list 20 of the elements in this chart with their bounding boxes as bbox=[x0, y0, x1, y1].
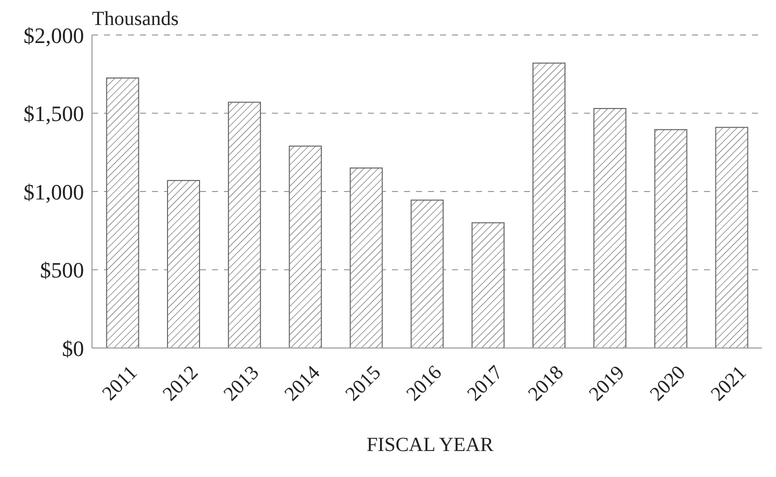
bar bbox=[106, 78, 140, 348]
y-tick-label: $2,000 bbox=[24, 22, 84, 48]
y-tick-label: $0 bbox=[62, 336, 84, 361]
x-tick-label: 2011 bbox=[98, 362, 142, 405]
bar bbox=[532, 62, 566, 348]
bar bbox=[410, 200, 444, 348]
x-axis-title: FISCAL YEAR bbox=[366, 434, 494, 457]
y-tick-label: $1,500 bbox=[24, 101, 84, 126]
bar bbox=[654, 129, 688, 348]
bar bbox=[472, 222, 505, 348]
bar bbox=[715, 126, 748, 348]
y-tick-label: $500 bbox=[40, 258, 84, 283]
bar bbox=[288, 146, 322, 348]
bar bbox=[228, 102, 261, 348]
bar bbox=[593, 108, 626, 348]
y-axis-title: Thousands bbox=[92, 8, 179, 31]
y-tick-label: $1,000 bbox=[24, 179, 84, 204]
bar bbox=[167, 180, 200, 348]
bar bbox=[350, 168, 383, 348]
x-tick-label: 2021 bbox=[706, 362, 751, 406]
